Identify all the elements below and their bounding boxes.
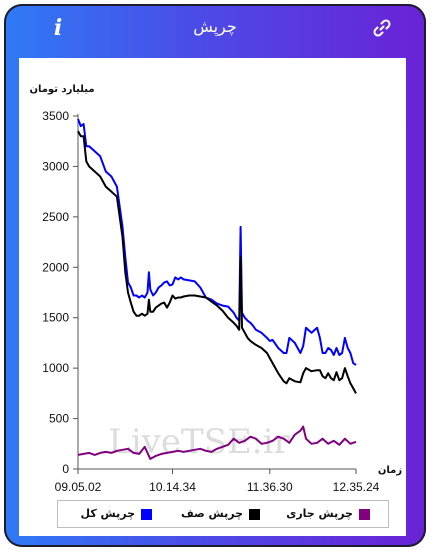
y-tick-label: 3000 (42, 159, 69, 173)
legend-swatch-queue (249, 508, 260, 520)
y-axis-label: میلیارد تومان (29, 84, 94, 95)
series-line-queue (77, 130, 357, 394)
x-tick-label: 11.36.30 (247, 480, 293, 494)
line-chart: میلیارد تومان 0 500 1000 1500 2000 2500 3000 350… (29, 84, 402, 494)
y-tick-label: 500 (49, 412, 69, 426)
watermark: LiveTSE.ir (108, 422, 290, 462)
x-axis-label: زمان (378, 465, 402, 476)
series-line-current (77, 425, 357, 460)
x-tick-label: 09.05.02 (55, 480, 102, 494)
app-header: i چرپش (4, 4, 426, 54)
y-tick-label: 2500 (42, 210, 69, 224)
link-icon[interactable] (372, 18, 392, 38)
x-tick-label: 12.35.24 (333, 480, 380, 494)
chart-legend: چرپش جاری چرپش صف چرپش کل (57, 500, 389, 528)
page-title: چرپش (193, 17, 237, 36)
legend-swatch-current (359, 508, 370, 520)
x-tick-label: 10.14.34 (149, 480, 196, 494)
legend-label-queue: چرپش صف (180, 507, 243, 520)
y-tick-label: 0 (62, 462, 69, 476)
legend-item-total[interactable]: چرپش کل (80, 501, 152, 527)
legend-item-queue[interactable]: چرپش صف (181, 501, 260, 527)
chart-panel: میلیارد تومان 0 500 1000 1500 2000 2500 3000 350… (19, 58, 406, 536)
y-tick-label: 1500 (42, 311, 69, 325)
legend-item-current[interactable]: چرپش جاری (286, 501, 370, 527)
y-tick-label: 3500 (42, 109, 69, 123)
y-tick-label: 1000 (42, 361, 69, 375)
legend-swatch-total (141, 508, 152, 520)
y-tick-label: 2000 (42, 260, 69, 274)
info-icon[interactable]: i (53, 15, 63, 41)
legend-label-current: چرپش جاری (286, 507, 353, 520)
series-line-total (77, 118, 357, 366)
legend-label-total: چرپش کل (80, 507, 136, 520)
